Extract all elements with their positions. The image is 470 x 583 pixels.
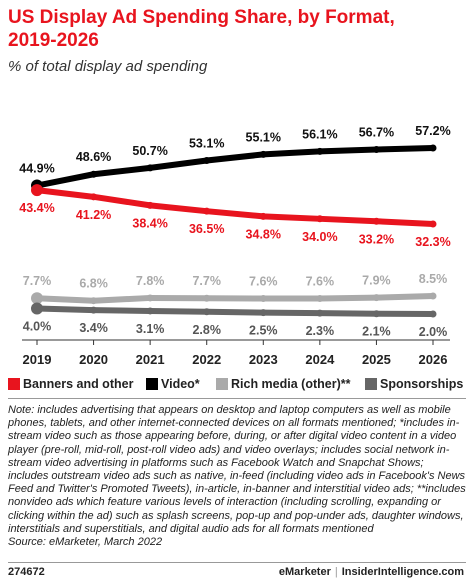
- divider-bottom: [8, 562, 466, 563]
- legend-swatch-banners: [8, 378, 20, 390]
- data-point-sponsorships: [31, 302, 43, 315]
- data-point-rich-media-other: [146, 294, 154, 302]
- data-label-sponsorships: 4.0%: [23, 319, 52, 333]
- data-label-banners-and-other: 43.4%: [19, 201, 54, 215]
- data-point-rich-media-other: [90, 297, 98, 305]
- chart-id: 274672: [8, 566, 45, 578]
- data-label-rich-media-other: 7.9%: [362, 274, 391, 288]
- data-point-sponsorships: [372, 310, 380, 318]
- chart-subtitle: % of total display ad spending: [8, 58, 208, 75]
- data-point-rich-media-other: [429, 292, 437, 300]
- data-label-video: 44.9%: [19, 162, 54, 176]
- footer-brand-name: eMarketer: [278, 566, 331, 578]
- data-label-banners-and-other: 33.2%: [359, 232, 394, 246]
- data-label-sponsorships: 2.3%: [306, 324, 335, 338]
- x-tick-label: 2021: [136, 352, 165, 367]
- data-point-banners-and-other: [429, 220, 437, 228]
- data-point-banners-and-other: [203, 207, 211, 215]
- legend-label-sponsorships: Sponsorships: [380, 377, 464, 391]
- data-point-sponsorships: [146, 307, 154, 315]
- data-point-banners-and-other: [90, 193, 98, 201]
- series-line-banners-and-other: [34, 187, 436, 227]
- data-point-rich-media-other: [203, 294, 211, 302]
- data-point-banners-and-other: [146, 201, 154, 209]
- data-point-sponsorships: [429, 310, 437, 318]
- x-tick-label: 2019: [23, 352, 52, 367]
- data-point-video: [203, 157, 211, 165]
- x-tick-label: 2025: [362, 352, 391, 367]
- footer-site-link[interactable]: InsiderIntelligence.com: [341, 566, 464, 578]
- data-label-rich-media-other: 7.8%: [136, 274, 165, 288]
- data-label-rich-media-other: 7.6%: [249, 274, 278, 288]
- legend-swatch-rich-media: [216, 378, 228, 390]
- data-label-rich-media-other: 7.7%: [192, 274, 221, 288]
- data-label-video: 56.1%: [302, 127, 337, 141]
- data-point-banners-and-other: [259, 212, 267, 220]
- data-label-video: 53.1%: [189, 137, 224, 151]
- divider-top: [8, 398, 466, 399]
- data-point-sponsorships: [90, 306, 98, 314]
- legend-label-video: Video*: [161, 377, 200, 391]
- data-point-rich-media-other: [316, 294, 324, 302]
- data-label-banners-and-other: 34.0%: [302, 230, 337, 244]
- data-label-rich-media-other: 7.7%: [23, 274, 52, 288]
- data-label-rich-media-other: 7.6%: [306, 274, 335, 288]
- chart-legend: Banners and other Video* Rich media (oth…: [8, 376, 468, 396]
- line-chart: 2019 2020 2021 2022 2023 2024 2025 2026 44.9% 48.…: [19, 124, 450, 367]
- series-line-video: [34, 145, 436, 189]
- data-label-sponsorships: 2.1%: [362, 325, 391, 339]
- footer-separator: |: [334, 566, 338, 578]
- data-label-video: 48.6%: [76, 150, 111, 164]
- data-point-sponsorships: [203, 308, 211, 316]
- data-point-sponsorships: [259, 309, 267, 317]
- data-label-banners-and-other: 32.3%: [415, 235, 450, 249]
- data-label-video: 57.2%: [415, 124, 450, 138]
- data-point-banners-and-other: [316, 215, 324, 223]
- legend-swatch-sponsorships: [365, 378, 377, 390]
- data-label-banners-and-other: 38.4%: [132, 216, 167, 230]
- x-tick-label: 2023: [249, 352, 278, 367]
- data-label-video: 55.1%: [246, 130, 281, 144]
- data-label-rich-media-other: 6.8%: [79, 277, 108, 291]
- chart-note: Note: includes advertising that appears …: [8, 404, 466, 549]
- data-point-rich-media-other: [259, 294, 267, 302]
- x-tick-label: 2020: [79, 352, 108, 367]
- source-text: Source: eMarketer, March 2022: [8, 536, 163, 549]
- x-tick-label: 2026: [419, 352, 448, 367]
- data-point-banners-and-other: [372, 217, 380, 225]
- data-label-banners-and-other: 34.8%: [246, 227, 281, 241]
- data-label-sponsorships: 2.0%: [419, 325, 448, 339]
- note-text: Note: includes advertising that appears …: [8, 404, 466, 535]
- x-tick-label: 2022: [192, 352, 221, 367]
- legend-label-rich-media: Rich media (other)**: [231, 377, 351, 391]
- data-label-banners-and-other: 36.5%: [189, 222, 224, 236]
- data-point-sponsorships: [316, 309, 324, 317]
- data-point-video: [372, 146, 380, 154]
- data-label-sponsorships: 3.4%: [79, 321, 108, 335]
- data-label-banners-and-other: 41.2%: [76, 208, 111, 222]
- series-line-rich-media-other: [34, 293, 436, 304]
- data-label-sponsorships: 3.1%: [136, 322, 165, 336]
- data-label-video: 56.7%: [359, 126, 394, 140]
- series-line-sponsorships: [34, 305, 436, 317]
- footer-brand: eMarketer | InsiderIntelligence.com: [279, 566, 464, 578]
- data-point-video: [429, 144, 437, 152]
- data-point-video: [146, 164, 154, 172]
- chart-title: US Display Ad Spending Share, by Format,…: [8, 7, 395, 51]
- legend-swatch-video: [146, 378, 158, 390]
- data-point-rich-media-other: [372, 294, 380, 302]
- data-point-video: [259, 150, 267, 158]
- data-point-banners-and-other: [31, 184, 43, 197]
- x-tick-label: 2024: [305, 352, 335, 367]
- legend-label-banners: Banners and other: [23, 377, 134, 391]
- data-label-video: 50.7%: [132, 144, 167, 158]
- data-label-sponsorships: 2.8%: [192, 323, 221, 337]
- data-point-video: [316, 147, 324, 155]
- data-label-rich-media-other: 8.5%: [419, 272, 448, 286]
- data-point-video: [90, 170, 98, 178]
- data-label-sponsorships: 2.5%: [249, 324, 278, 338]
- data-point-rich-media-other: [31, 292, 43, 305]
